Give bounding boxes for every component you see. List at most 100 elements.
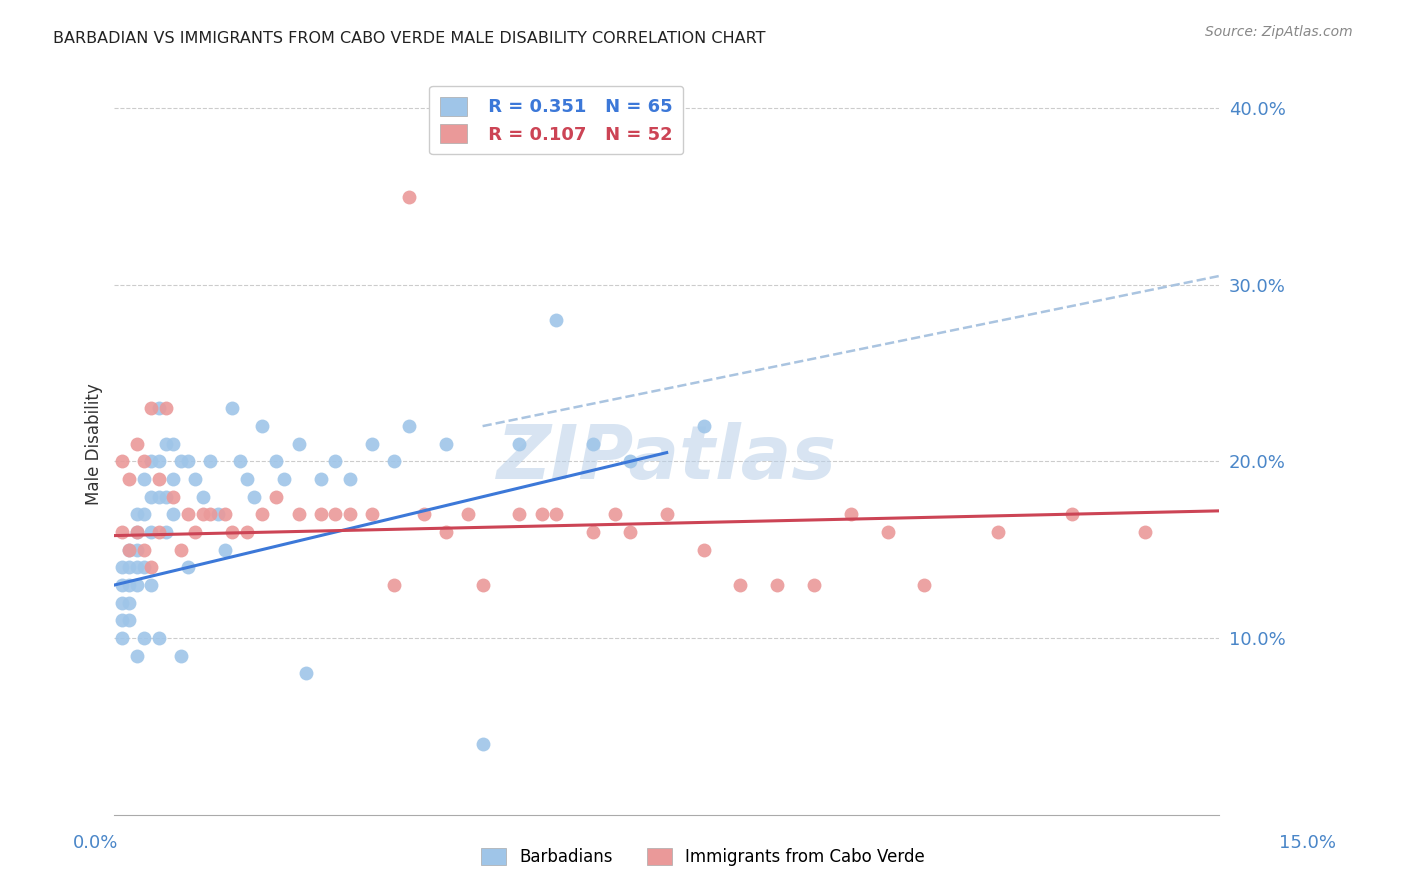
- Point: [382, 578, 405, 592]
- Point: [170, 542, 193, 557]
- Point: [125, 436, 148, 450]
- Point: [582, 524, 605, 539]
- Point: [148, 472, 170, 486]
- Legend:  R = 0.351   N = 65,  R = 0.107   N = 52: R = 0.351 N = 65, R = 0.107 N = 52: [429, 86, 683, 154]
- Point: [125, 578, 148, 592]
- Point: [111, 613, 134, 627]
- Point: [132, 508, 155, 522]
- Point: [382, 454, 405, 468]
- Point: [619, 524, 641, 539]
- Point: [125, 524, 148, 539]
- Point: [111, 524, 134, 539]
- Point: [457, 508, 479, 522]
- Point: [546, 508, 568, 522]
- Point: [177, 454, 200, 468]
- Point: [214, 542, 236, 557]
- Point: [141, 490, 163, 504]
- Point: [184, 524, 207, 539]
- Point: [692, 419, 714, 434]
- Point: [266, 454, 288, 468]
- Point: [287, 436, 309, 450]
- Point: [471, 578, 494, 592]
- Point: [987, 524, 1010, 539]
- Point: [141, 524, 163, 539]
- Point: [546, 313, 568, 327]
- Point: [177, 508, 200, 522]
- Point: [155, 436, 177, 450]
- Point: [191, 490, 214, 504]
- Point: [309, 508, 332, 522]
- Point: [141, 454, 163, 468]
- Point: [118, 578, 141, 592]
- Point: [619, 454, 641, 468]
- Point: [191, 508, 214, 522]
- Point: [287, 508, 309, 522]
- Point: [198, 508, 221, 522]
- Point: [198, 454, 221, 468]
- Point: [434, 524, 457, 539]
- Point: [118, 560, 141, 574]
- Point: [266, 490, 288, 504]
- Point: [207, 508, 229, 522]
- Point: [111, 596, 134, 610]
- Point: [132, 454, 155, 468]
- Text: BARBADIAN VS IMMIGRANTS FROM CABO VERDE MALE DISABILITY CORRELATION CHART: BARBADIAN VS IMMIGRANTS FROM CABO VERDE …: [53, 31, 766, 46]
- Point: [132, 472, 155, 486]
- Point: [148, 490, 170, 504]
- Point: [655, 508, 678, 522]
- Point: [141, 578, 163, 592]
- Point: [339, 472, 361, 486]
- Point: [730, 578, 752, 592]
- Point: [398, 189, 420, 203]
- Point: [125, 524, 148, 539]
- Point: [876, 524, 898, 539]
- Point: [125, 508, 148, 522]
- Text: Source: ZipAtlas.com: Source: ZipAtlas.com: [1205, 25, 1353, 39]
- Point: [118, 542, 141, 557]
- Point: [361, 436, 384, 450]
- Point: [412, 508, 434, 522]
- Point: [111, 631, 134, 645]
- Point: [111, 578, 134, 592]
- Point: [118, 472, 141, 486]
- Point: [155, 401, 177, 416]
- Point: [214, 508, 236, 522]
- Point: [273, 472, 295, 486]
- Point: [118, 596, 141, 610]
- Point: [221, 524, 243, 539]
- Text: ZIPatlas: ZIPatlas: [496, 422, 837, 495]
- Point: [361, 508, 384, 522]
- Point: [141, 401, 163, 416]
- Point: [250, 419, 273, 434]
- Point: [170, 648, 193, 663]
- Point: [148, 631, 170, 645]
- Point: [162, 490, 184, 504]
- Point: [692, 542, 714, 557]
- Point: [155, 490, 177, 504]
- Point: [162, 472, 184, 486]
- Point: [118, 613, 141, 627]
- Point: [155, 524, 177, 539]
- Point: [309, 472, 332, 486]
- Point: [125, 560, 148, 574]
- Point: [125, 648, 148, 663]
- Point: [132, 631, 155, 645]
- Point: [1060, 508, 1083, 522]
- Point: [162, 508, 184, 522]
- Point: [125, 542, 148, 557]
- Point: [148, 454, 170, 468]
- Point: [221, 401, 243, 416]
- Point: [1135, 524, 1157, 539]
- Text: 15.0%: 15.0%: [1279, 834, 1336, 852]
- Point: [912, 578, 935, 592]
- Point: [295, 666, 318, 681]
- Point: [323, 454, 346, 468]
- Point: [236, 524, 259, 539]
- Point: [398, 419, 420, 434]
- Point: [184, 472, 207, 486]
- Y-axis label: Male Disability: Male Disability: [86, 383, 103, 505]
- Point: [228, 454, 250, 468]
- Point: [148, 401, 170, 416]
- Point: [508, 508, 530, 522]
- Point: [170, 454, 193, 468]
